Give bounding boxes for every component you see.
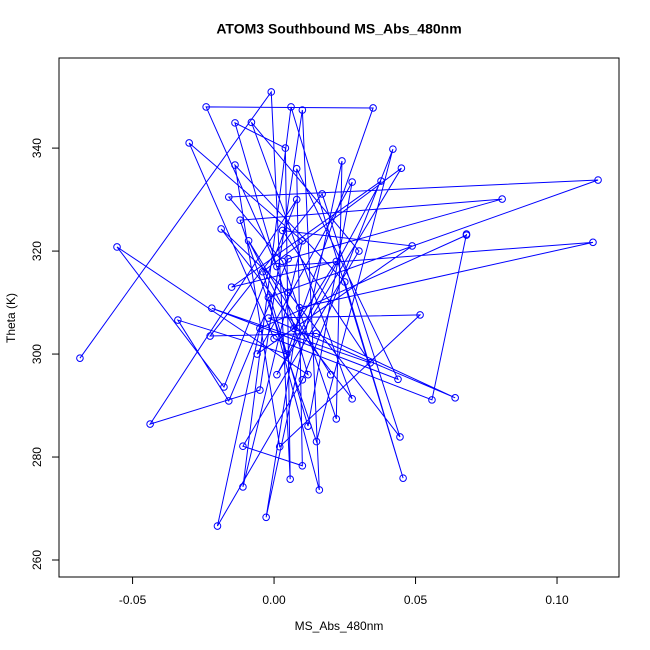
data-point — [239, 442, 247, 451]
chart-title: ATOM3 Southbound MS_Abs_480nm — [216, 21, 461, 37]
data-point — [377, 177, 385, 185]
data-point — [270, 334, 278, 343]
data-point — [267, 88, 276, 96]
data-point — [298, 236, 307, 245]
plot-frame — [58, 57, 620, 578]
data-point — [396, 433, 404, 441]
data-point — [369, 104, 377, 112]
data-point — [236, 216, 244, 224]
data-point — [292, 195, 301, 204]
data-point — [231, 161, 239, 169]
data-point — [282, 350, 291, 358]
data-point — [498, 195, 506, 203]
data-point — [217, 225, 225, 233]
data-line — [79, 90, 599, 527]
data-point — [258, 267, 267, 276]
data-point — [256, 386, 264, 394]
data-point — [341, 278, 349, 286]
data-point — [174, 316, 182, 324]
data-point — [366, 359, 375, 367]
y-axis-label: Theta (K) — [4, 293, 18, 343]
data-point — [273, 370, 281, 379]
data-point — [298, 106, 307, 114]
data-point — [394, 375, 402, 384]
x-tick-label: 0.00 — [262, 593, 286, 607]
data-point — [348, 178, 356, 186]
data-point — [244, 236, 253, 245]
data-point — [185, 139, 193, 147]
data-point — [451, 394, 459, 402]
data-point — [146, 420, 154, 428]
data-point — [594, 176, 602, 184]
data-point — [278, 226, 287, 235]
data-point — [318, 190, 326, 198]
data-point — [224, 193, 233, 201]
data-point — [206, 332, 214, 340]
x-axis-label: MS_Abs_480nm — [295, 619, 384, 633]
y-tick-label: 340 — [30, 138, 44, 158]
data-point — [589, 238, 597, 247]
data-point — [290, 324, 298, 333]
data-point — [231, 119, 239, 127]
data-point — [264, 314, 273, 322]
y-tick-label: 280 — [30, 447, 44, 467]
data-point — [273, 262, 281, 271]
data-point — [224, 397, 233, 405]
x-tick-label: 0.05 — [404, 593, 428, 607]
data-point — [292, 164, 301, 173]
data-point — [113, 243, 121, 251]
data-point — [408, 242, 416, 250]
data-point — [281, 144, 290, 152]
data-point — [220, 383, 228, 391]
data-point — [295, 303, 304, 312]
data-point — [208, 304, 216, 313]
data-point — [304, 370, 312, 379]
data-point — [264, 293, 273, 302]
data-point — [213, 522, 222, 530]
data-point — [304, 422, 312, 430]
data-point — [312, 437, 321, 446]
data-point — [389, 145, 397, 153]
y-tick-label: 300 — [30, 344, 44, 364]
data-point — [239, 483, 247, 491]
data-point — [332, 415, 341, 423]
data-point — [256, 324, 264, 333]
y-tick-label: 260 — [30, 550, 44, 570]
data-point — [247, 118, 256, 127]
y-tick-label: 320 — [30, 241, 44, 261]
data-point — [355, 247, 363, 255]
data-point — [287, 103, 295, 111]
data-point — [284, 255, 293, 263]
data-point — [428, 396, 436, 404]
data-point — [462, 230, 471, 238]
data-point — [416, 311, 424, 319]
data-point — [332, 257, 341, 266]
data-point — [202, 103, 210, 111]
data-point — [275, 442, 284, 451]
data-point — [312, 329, 321, 338]
data-point — [399, 474, 407, 482]
data-point — [298, 376, 307, 384]
x-tick-label: 0.10 — [545, 593, 569, 607]
data-point — [298, 461, 307, 470]
data-point — [286, 475, 294, 483]
x-tick-label: -0.05 — [119, 593, 147, 607]
data-point — [315, 486, 324, 494]
data-point — [262, 513, 270, 522]
data-point — [227, 283, 236, 291]
data-point — [348, 395, 356, 403]
data-point — [397, 164, 406, 172]
data-point — [338, 157, 346, 165]
data-point — [253, 350, 261, 358]
data-point — [326, 370, 335, 379]
data-point — [284, 288, 293, 297]
data-point — [76, 354, 84, 362]
